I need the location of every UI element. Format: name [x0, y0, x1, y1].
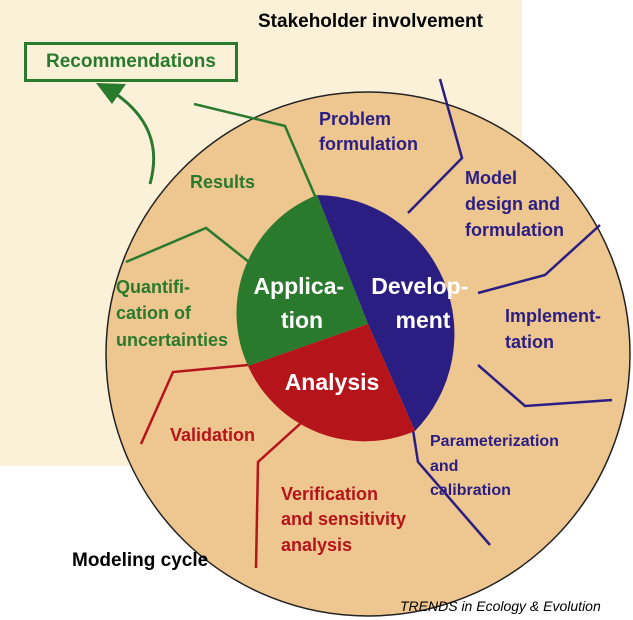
divider-line-dev-4: [411, 429, 491, 546]
step-quantification: Quantifi- cation of uncertainties: [116, 277, 228, 350]
development-sector: [317, 195, 455, 431]
step-implementation: Implement- tation: [505, 306, 606, 352]
divider-line-ana-1: [254, 413, 312, 569]
step-problem-formulation: Problem formulation: [319, 109, 418, 154]
recommendations-arrow: [115, 92, 156, 185]
divider-line-ana-2: [139, 363, 249, 445]
recommendations-box: Recommendations: [24, 42, 238, 82]
divider-line-app-1: [125, 226, 255, 267]
step-model-design: Model design and formulation: [465, 168, 565, 240]
recommendations-arrowhead: [96, 83, 126, 104]
credit-line: TRENDS in Ecology & Evolution: [400, 598, 601, 614]
step-results: Results: [190, 172, 255, 192]
application-sector: [236, 195, 368, 366]
divider-line-app-2: [193, 102, 323, 211]
stakeholder-involvement-label: Stakeholder involvement: [258, 11, 483, 32]
development-label: Develop- ment: [371, 273, 475, 333]
step-verification: Verification and sensitivity analysis: [281, 484, 411, 555]
modeling-cycle-label: Modeling cycle: [72, 550, 209, 571]
divider-line-dev-3: [477, 364, 613, 408]
divider-line-dev-2: [477, 224, 601, 295]
analysis-sector: [248, 324, 415, 442]
application-label: Applica- tion: [253, 273, 350, 333]
step-parameterization: Parameterization and calibration: [430, 433, 563, 499]
step-validation: Validation: [170, 425, 255, 445]
divider-line-dev-1: [407, 78, 464, 214]
recommendations-label: Recommendations: [46, 51, 216, 72]
analysis-label: Analysis: [285, 369, 380, 395]
